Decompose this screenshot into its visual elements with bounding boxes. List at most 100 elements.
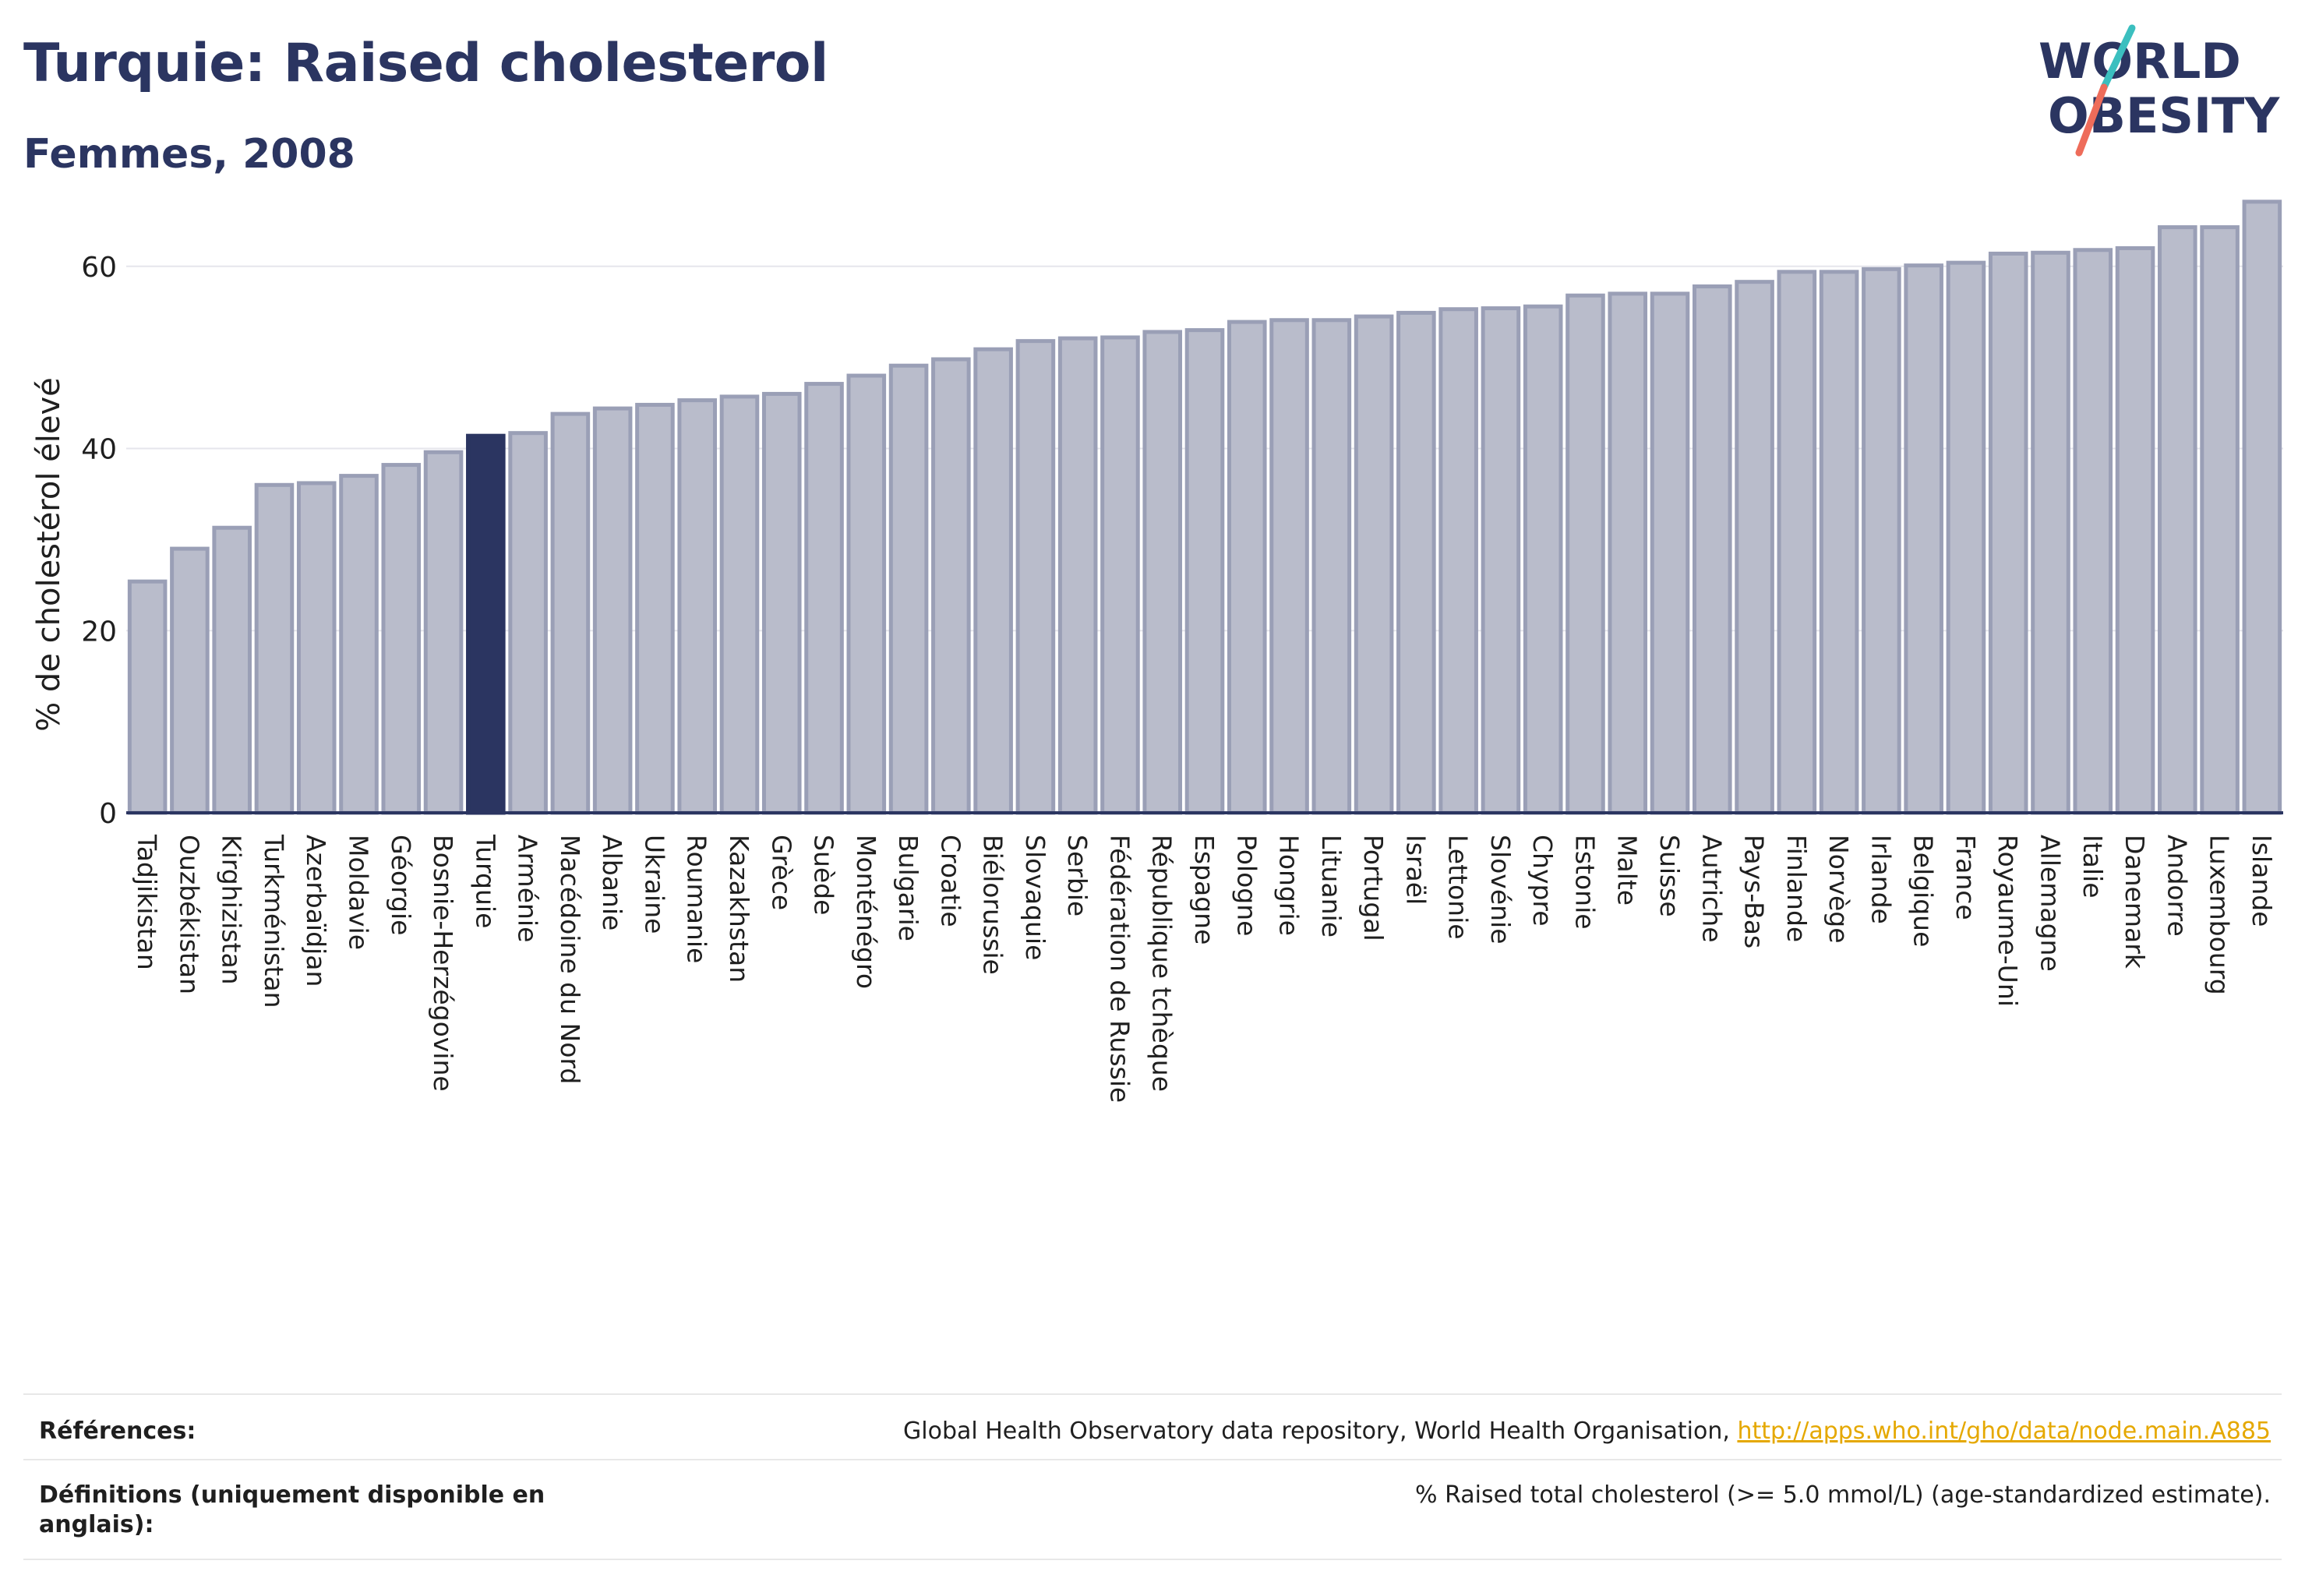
bar-tadjikistan[interactable] (127, 579, 168, 815)
bar-mac-doine-du-nord[interactable] (550, 411, 591, 815)
x-tick-label: Chypre (1527, 835, 1558, 927)
x-tick-label: Biélorussie (978, 835, 1008, 975)
bar-france[interactable] (1946, 260, 1986, 815)
bar-islande[interactable] (2242, 200, 2282, 815)
y-axis-label: % de cholestérol élevé (31, 377, 67, 732)
bar-chart: 0 20 40 60 Tadjikistan Ouzbékistan Kirghizist… (31, 200, 2283, 1103)
bar-turquie[interactable] (466, 433, 506, 815)
logo-line1: WORLD (2038, 33, 2241, 90)
x-tick-label: Slovaquie (1020, 835, 1050, 960)
bar-bi-lorussie[interactable] (973, 347, 1013, 815)
definitions-value: % Raised total cholesterol (>= 5.0 mmol/… (1415, 1481, 2271, 1509)
x-tick-label: Serbie (1062, 835, 1092, 916)
bar-roumanie[interactable] (677, 398, 718, 815)
bar-bulgarie[interactable] (888, 363, 929, 815)
bar-lituanie[interactable] (1311, 318, 1352, 815)
x-tick-label: Suède (809, 835, 839, 915)
bar-hongrie[interactable] (1269, 318, 1309, 815)
x-tick-label: Turquie (470, 834, 500, 928)
x-tick-label: République tchèque (1147, 835, 1177, 1092)
bar-espagne[interactable] (1184, 328, 1225, 815)
x-tick-label: Finlande (1781, 835, 1812, 942)
x-axis-labels: Tadjikistan Ouzbékistan Kirghizistan Turkmé… (132, 834, 2277, 1103)
x-tick-label: France (1950, 835, 1981, 920)
bar-arm-nie[interactable] (508, 431, 548, 815)
y-tick-label: 20 (81, 616, 117, 648)
bar-ukraine[interactable] (635, 402, 675, 815)
x-tick-label: Tadjikistan (132, 834, 162, 970)
bar-su-de[interactable] (804, 382, 844, 815)
bar-moldavie[interactable] (339, 474, 379, 815)
bar-malte[interactable] (1608, 291, 1648, 815)
bar-royaume-uni[interactable] (1988, 251, 2028, 815)
x-tick-label: Espagne (1189, 835, 1220, 945)
references-link[interactable]: http://apps.who.int/gho/data/node.main.A… (1737, 1418, 2271, 1445)
bar-bosnie-herz-govine[interactable] (423, 450, 464, 815)
x-tick-label: Fédération de Russie (1104, 835, 1135, 1103)
footer-rule-bottom (23, 1559, 2282, 1560)
bar-turkm-nistan[interactable] (254, 482, 295, 815)
definitions-row: Définitions (uniquement disponible en an… (23, 1473, 2282, 1551)
x-tick-label: Lituanie (1316, 835, 1347, 937)
bar-serbie[interactable] (1057, 336, 1098, 815)
x-tick-label: Portugal (1358, 835, 1389, 941)
x-tick-label: Kirghizistan (217, 835, 247, 985)
chart-subtitle: Femmes, 2008 (23, 131, 355, 178)
bar-autriche[interactable] (1692, 284, 1732, 815)
bar-ouzb-kistan[interactable] (170, 546, 210, 815)
x-tick-label: Irlande (1866, 835, 1896, 924)
logo-slash-teal (2100, 24, 2136, 91)
bar-g-orgie[interactable] (381, 463, 422, 815)
bar-gr-ce[interactable] (761, 391, 802, 815)
bar-mont-n-gro[interactable] (846, 373, 887, 815)
x-tick-label: Malte (1612, 835, 1643, 906)
bar-croatie[interactable] (931, 357, 971, 815)
bar-albanie[interactable] (592, 406, 633, 815)
bar-andorre[interactable] (2158, 225, 2197, 815)
bar-slov-nie[interactable] (1481, 306, 1521, 815)
bar-irlande[interactable] (1862, 267, 1901, 815)
references-label: Références: (39, 1418, 196, 1445)
bars (127, 200, 2282, 815)
bar-allemagne[interactable] (2031, 250, 2070, 815)
x-tick-label: Hongrie (1274, 835, 1304, 936)
x-tick-label: Pays-Bas (1739, 835, 1770, 948)
bar-belgique[interactable] (1904, 263, 1943, 815)
y-tick-label: 40 (81, 434, 117, 466)
bar-luxembourg[interactable] (2200, 225, 2240, 815)
x-tick-label: Norvège (1823, 835, 1854, 944)
bar-slovaquie[interactable] (1015, 339, 1056, 815)
x-tick-label: Autriche (1696, 835, 1727, 943)
bar-portugal[interactable] (1354, 314, 1394, 815)
x-tick-label: Grèce (766, 835, 796, 910)
x-tick-label: Suisse (1654, 835, 1685, 917)
x-tick-label: Azerbaïdjan (301, 835, 331, 987)
x-tick-label: Allemagne (2035, 835, 2065, 972)
bar-isra-l[interactable] (1396, 310, 1436, 815)
bar-chypre[interactable] (1523, 304, 1563, 815)
bar-lettonie[interactable] (1438, 307, 1478, 815)
x-tick-label: Italie (2077, 835, 2108, 899)
bar-estonie[interactable] (1565, 293, 1605, 815)
bar-finlande[interactable] (1777, 270, 1817, 815)
x-tick-label: Kazakhstan (724, 835, 754, 983)
bar-azerba-djan[interactable] (296, 481, 337, 815)
x-tick-label: Israël (1400, 835, 1431, 905)
bar-italie[interactable] (2073, 248, 2113, 815)
x-tick-label: Monténégro (851, 835, 881, 989)
bar-norv-ge[interactable] (1819, 270, 1859, 815)
bar-suisse[interactable] (1650, 291, 1690, 815)
bar-r-publique-tch-que[interactable] (1142, 330, 1183, 815)
bar-f-d-ration-de-russie[interactable] (1100, 335, 1140, 815)
x-tick-label: Pologne (1231, 835, 1262, 936)
chart-title: Turquie: Raised cholesterol (23, 33, 828, 94)
logo-slash-coral (2075, 83, 2108, 157)
bar-kirghizistan[interactable] (212, 525, 252, 815)
bar-pays-bas[interactable] (1735, 280, 1774, 815)
bar-danemark[interactable] (2115, 245, 2155, 815)
bar-kazakhstan[interactable] (719, 394, 760, 815)
bar-pologne[interactable] (1227, 320, 1267, 815)
x-tick-label: Estonie (1569, 835, 1600, 930)
x-tick-label: Belgique (1908, 835, 1939, 947)
references-row: Références: Global Health Observatory da… (23, 1409, 2282, 1456)
